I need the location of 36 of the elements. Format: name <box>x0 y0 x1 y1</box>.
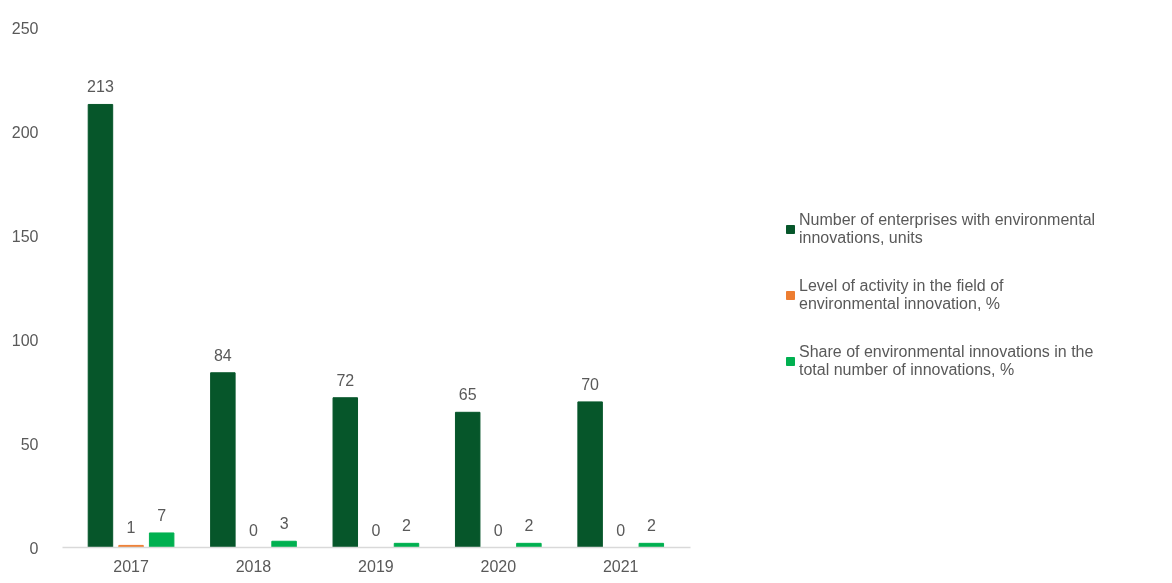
data-label: 1 <box>126 519 136 537</box>
y-tick-label: 200 <box>11 123 39 141</box>
data-label: 0 <box>493 521 503 539</box>
bar <box>210 372 236 548</box>
y-tick-label: 50 <box>20 435 39 453</box>
data-label: 0 <box>371 521 381 539</box>
x-tick-label: 2018 <box>235 557 272 575</box>
bar <box>271 540 297 548</box>
x-tick-label: 2017 <box>113 557 149 575</box>
bar <box>454 411 481 548</box>
y-tick-label: 150 <box>11 227 39 245</box>
bar <box>87 103 114 548</box>
data-label: 84 <box>213 346 232 364</box>
data-label: 2 <box>646 517 656 535</box>
bar <box>332 397 359 548</box>
data-label: 0 <box>249 521 259 539</box>
data-label: 72 <box>336 371 355 389</box>
data-label: 2 <box>524 517 534 535</box>
data-label: 3 <box>279 515 289 533</box>
data-label: 65 <box>458 386 477 404</box>
legend-label: Level of activity in the field of environmental innovation, % <box>799 277 1004 313</box>
y-tick-label: 100 <box>11 331 39 349</box>
legend-label: Share of environmental innovations in the total number of innovations, % <box>799 343 1094 379</box>
legend-label: Number of enterprises with environmental innovations, units <box>799 211 1096 247</box>
data-label: 213 <box>87 78 114 96</box>
bar <box>577 401 603 548</box>
data-label: 7 <box>157 506 167 524</box>
data-label: 0 <box>616 521 626 539</box>
data-label: 70 <box>581 375 600 393</box>
y-tick-label: 250 <box>11 19 39 37</box>
bar <box>148 532 175 548</box>
x-tick-label: 2019 <box>358 557 394 575</box>
x-tick-label: 2020 <box>480 557 517 575</box>
data-label: 2 <box>402 517 412 535</box>
x-tick-label: 2021 <box>602 557 639 575</box>
y-tick-label: 0 <box>29 539 39 557</box>
